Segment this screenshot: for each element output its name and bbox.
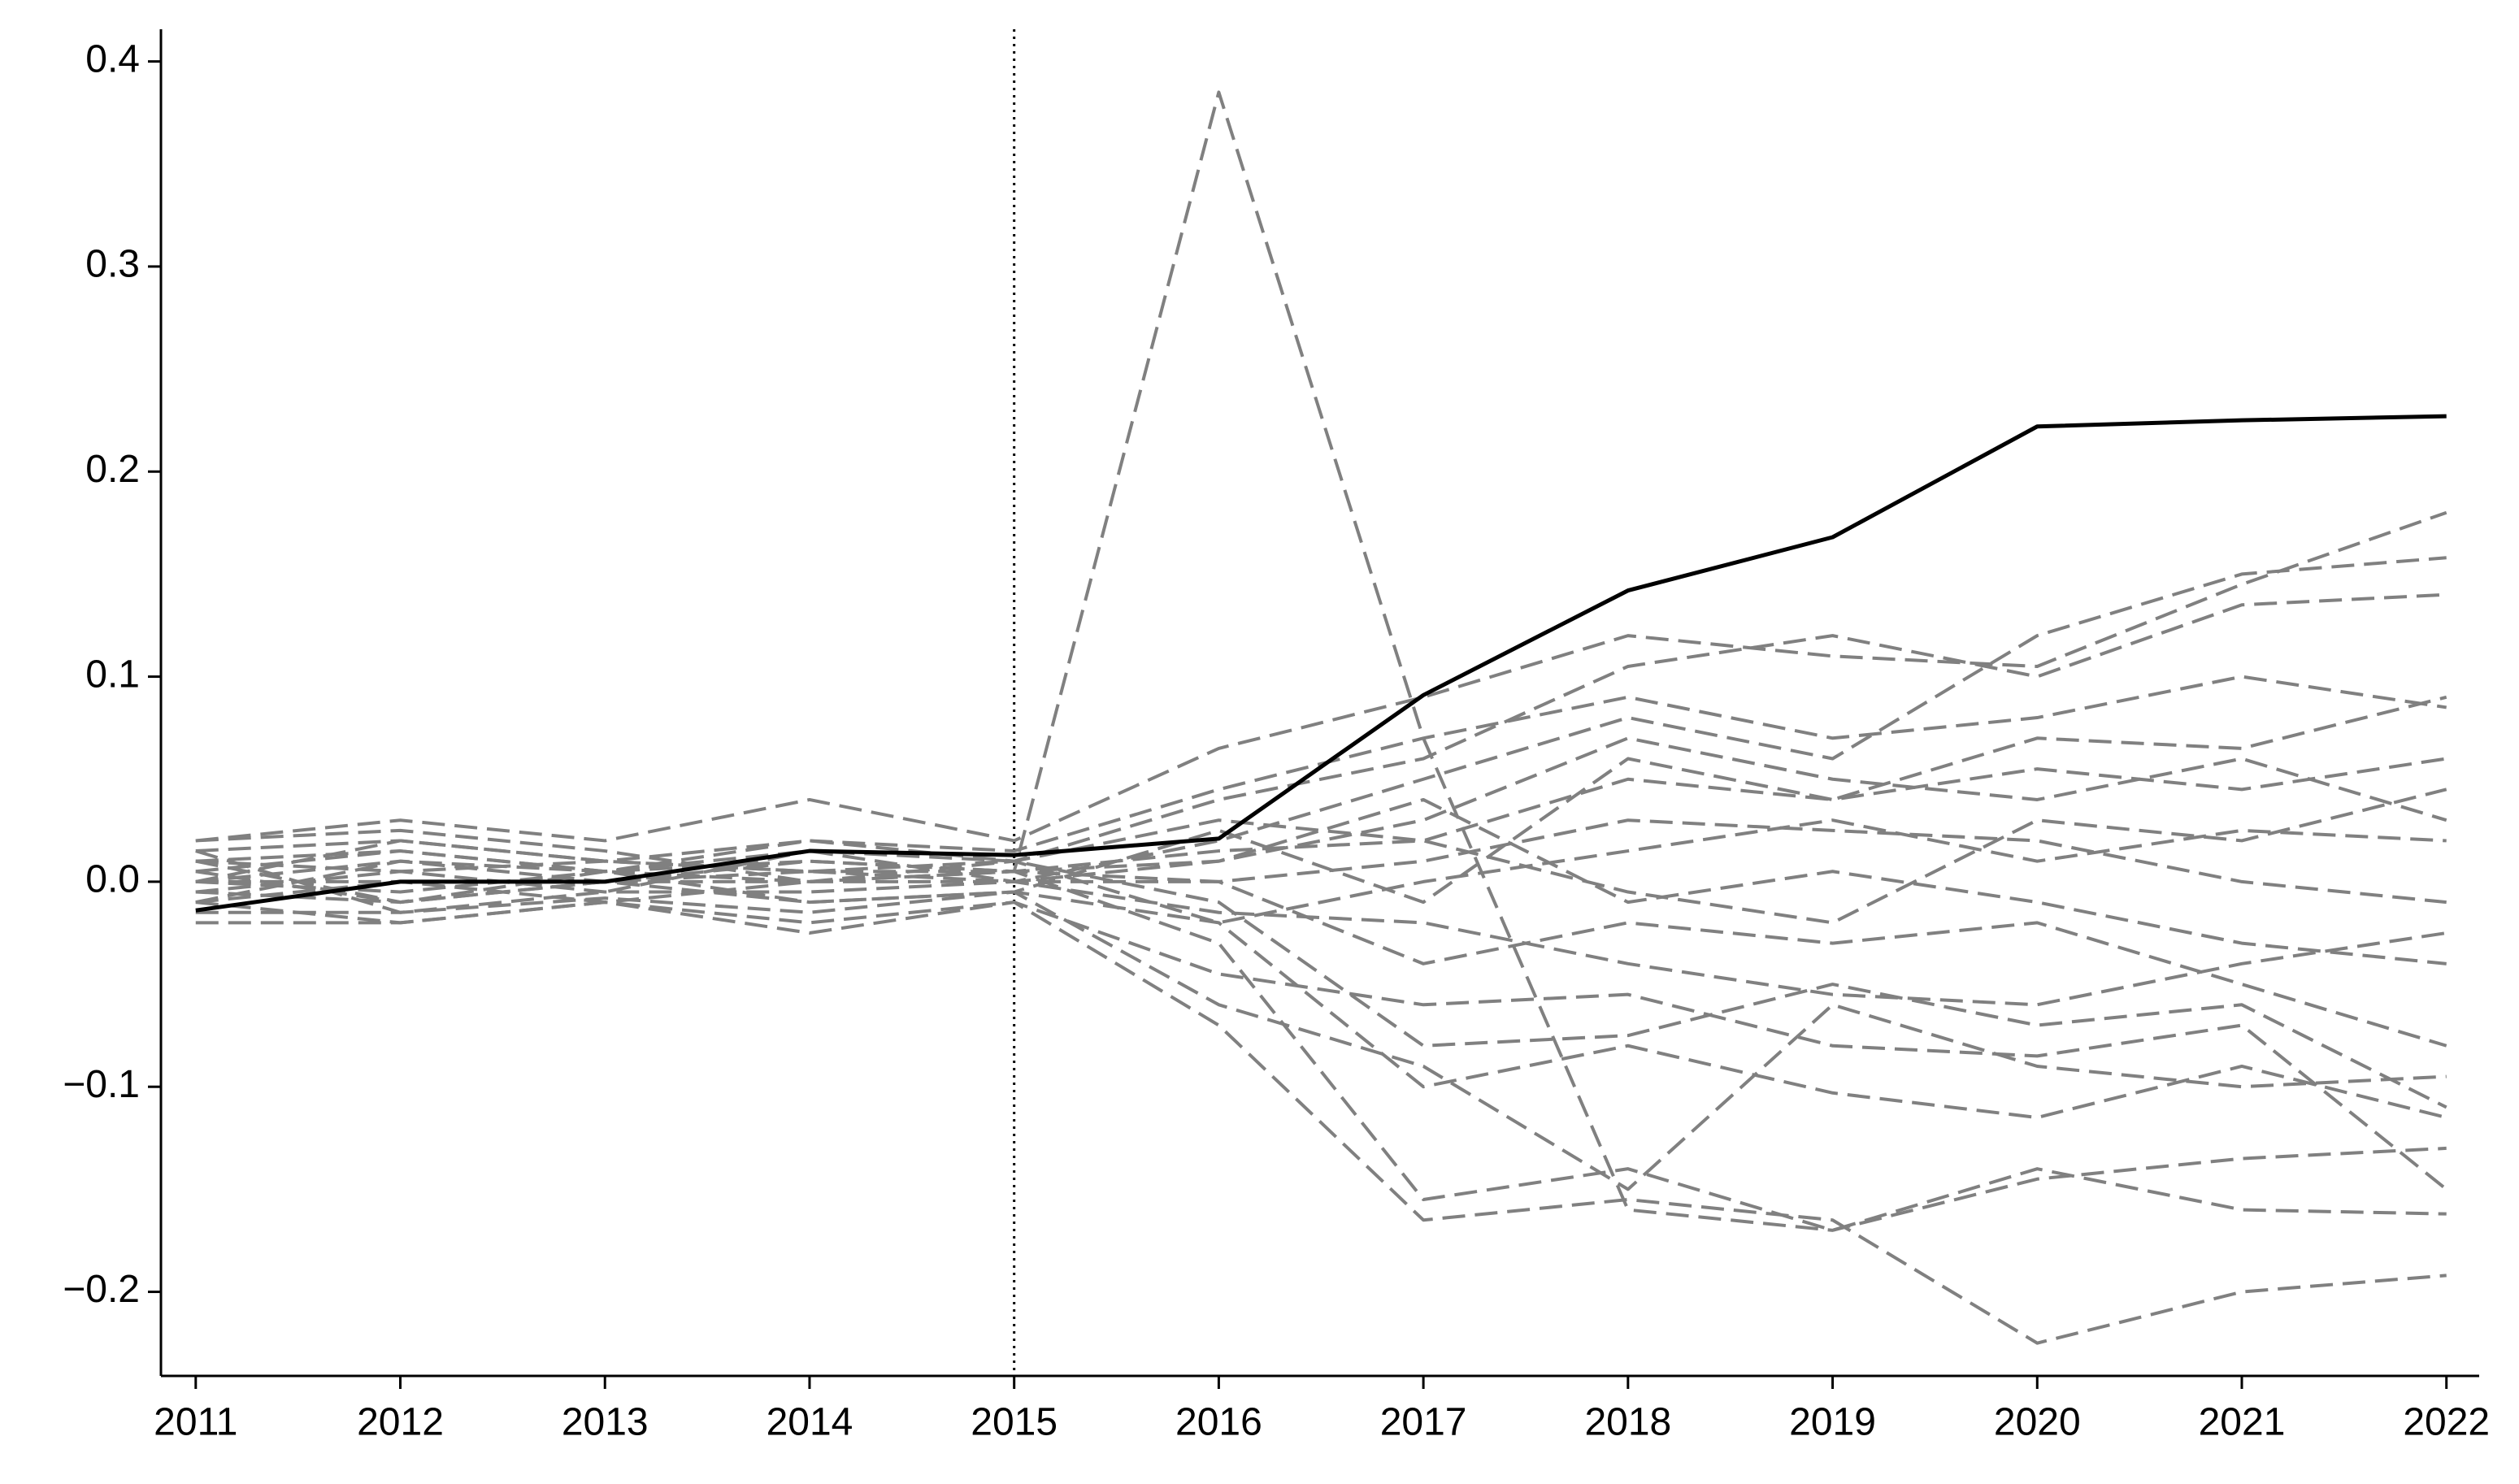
x-tick-label: 2014 bbox=[767, 1401, 853, 1444]
placebo-line bbox=[195, 757, 2447, 905]
x-tick-label: 2021 bbox=[2199, 1401, 2286, 1444]
y-tick-label: 0.3 bbox=[85, 243, 140, 286]
y-tick-label: 0.0 bbox=[85, 858, 140, 901]
placebo-line bbox=[195, 859, 2447, 1232]
x-tick-label: 2015 bbox=[971, 1401, 1058, 1444]
placebo-line bbox=[195, 510, 2447, 843]
x-tick-label: 2019 bbox=[1789, 1401, 1876, 1444]
placebo-line bbox=[195, 879, 2447, 1048]
placebo-line bbox=[195, 870, 2447, 1007]
placebo-line bbox=[195, 900, 2447, 1345]
y-tick-label: −0.2 bbox=[63, 1268, 140, 1311]
placebo-line bbox=[195, 879, 2447, 1191]
placebo-line bbox=[195, 592, 2447, 863]
x-tick-label: 2018 bbox=[1584, 1401, 1671, 1444]
y-tick-label: 0.2 bbox=[85, 448, 140, 491]
placebo-line bbox=[195, 788, 2447, 925]
placebo-line bbox=[195, 736, 2447, 894]
placebo-line bbox=[195, 695, 2447, 874]
x-tick-label: 2017 bbox=[1380, 1401, 1467, 1444]
placebo-line bbox=[195, 818, 2447, 925]
y-tick-label: 0.4 bbox=[85, 37, 140, 80]
y-tick-label: −0.1 bbox=[63, 1063, 140, 1106]
main-line bbox=[195, 414, 2447, 913]
x-tick-label: 2022 bbox=[2403, 1401, 2490, 1444]
placebo-line bbox=[195, 890, 2447, 1120]
x-tick-label: 2013 bbox=[562, 1401, 649, 1444]
placebo-line bbox=[195, 900, 2447, 1191]
y-tick-label: 0.1 bbox=[85, 653, 140, 696]
placebo-line bbox=[195, 675, 2447, 874]
x-tick-label: 2016 bbox=[1175, 1401, 1262, 1444]
x-tick-label: 2012 bbox=[357, 1401, 444, 1444]
x-tick-label: 2011 bbox=[154, 1401, 237, 1444]
placebo-line bbox=[195, 90, 2447, 1232]
x-tick-label: 2020 bbox=[1994, 1401, 2081, 1444]
placebo-line bbox=[195, 818, 2447, 905]
